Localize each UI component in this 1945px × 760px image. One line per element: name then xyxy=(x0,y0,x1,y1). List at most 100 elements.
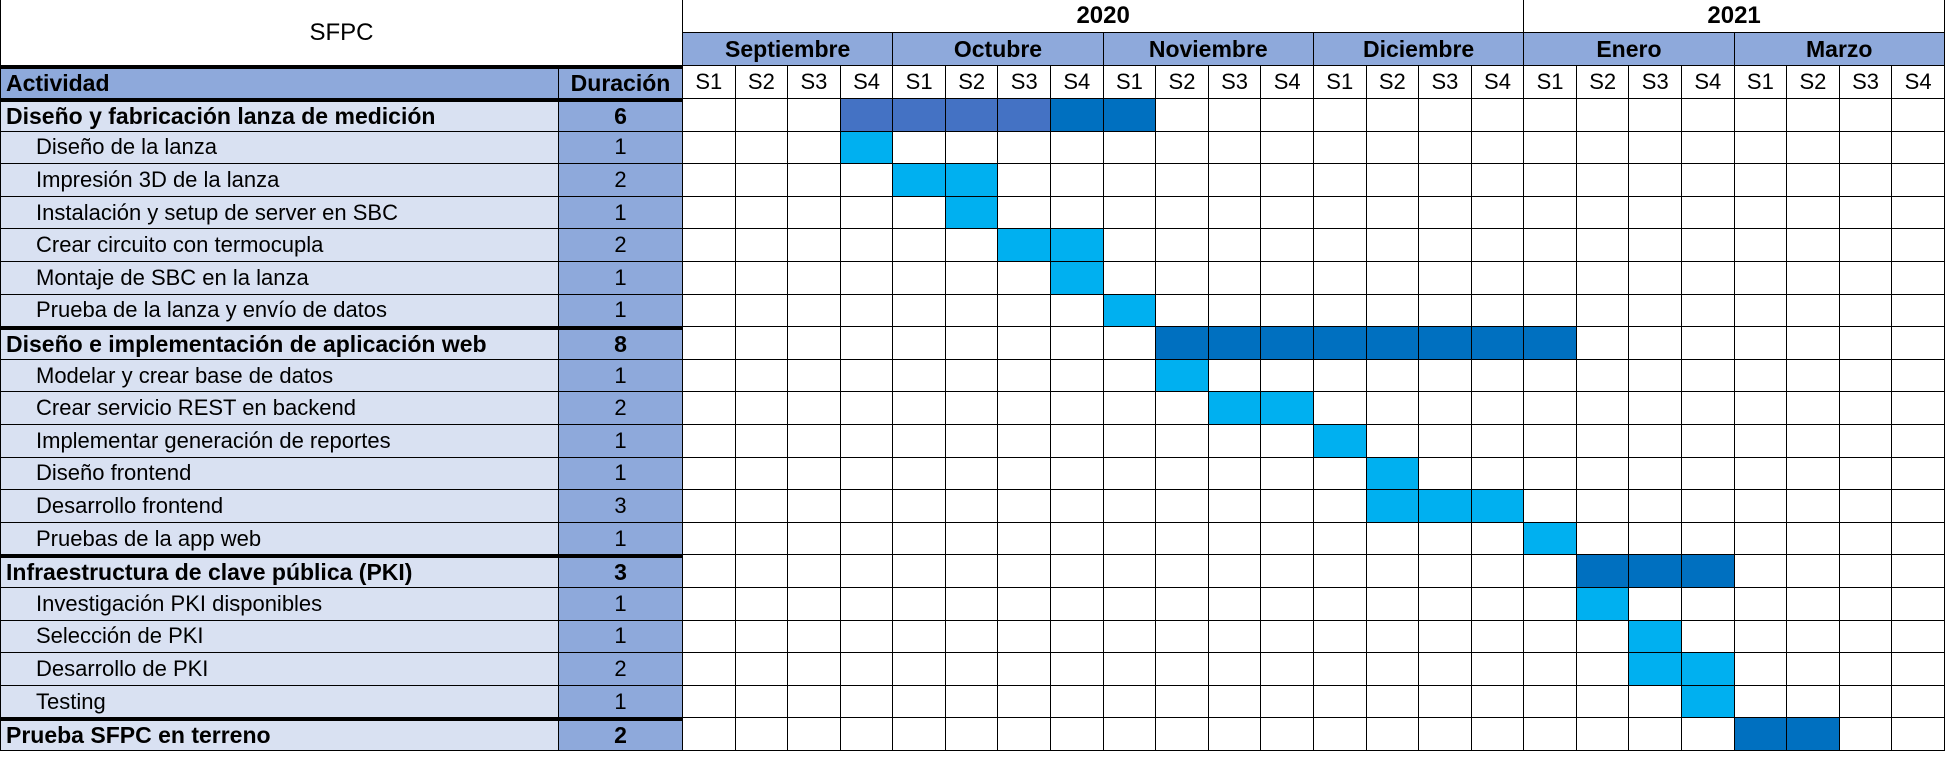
task-duration-text: 3 xyxy=(614,559,627,586)
grid-cell xyxy=(1419,685,1472,719)
grid-cell xyxy=(1524,425,1577,458)
task-bar-segment xyxy=(1051,229,1104,262)
week-label-text: S2 xyxy=(958,69,986,94)
task-name: Testing xyxy=(0,685,559,719)
grid-cell xyxy=(1576,685,1630,719)
grid-cell xyxy=(1366,99,1420,132)
grid-cell xyxy=(1103,522,1157,556)
grid-cell xyxy=(893,131,946,165)
grid-cell xyxy=(1313,522,1367,556)
grid-cell xyxy=(1051,425,1104,458)
grid-cell xyxy=(1892,359,1945,393)
grid-cell xyxy=(1839,131,1893,165)
year-header: 2020 xyxy=(683,0,1525,33)
task-bar-segment xyxy=(1682,685,1735,719)
grid-cell xyxy=(1313,555,1367,588)
grid-cell xyxy=(1734,359,1788,393)
task-name: Instalación y setup de server en SBC xyxy=(0,196,559,230)
grid-cell xyxy=(1576,294,1630,328)
task-name-text: Implementar generación de reportes xyxy=(36,427,391,453)
task-name: Desarrollo de PKI xyxy=(0,653,559,686)
grid-cell xyxy=(1629,490,1683,523)
grid-cell xyxy=(1576,457,1630,491)
grid-cell xyxy=(1051,555,1104,588)
week-label: S1 xyxy=(893,66,946,99)
task-bar-segment xyxy=(1051,262,1104,295)
grid-cell xyxy=(998,490,1052,523)
grid-cell xyxy=(1471,588,1525,621)
week-label: S2 xyxy=(1366,66,1420,99)
grid-cell xyxy=(1156,131,1209,165)
grid-cell xyxy=(1419,620,1472,654)
grid-cell xyxy=(683,555,736,588)
grid-cell xyxy=(1629,425,1683,458)
grid-cell xyxy=(1576,392,1630,425)
grid-cell xyxy=(840,164,894,197)
grid-cell xyxy=(1839,555,1893,588)
grid-cell xyxy=(788,522,841,556)
grid-cell xyxy=(1051,620,1104,654)
grid-cell xyxy=(1576,99,1630,132)
week-label: S1 xyxy=(1103,66,1157,99)
week-label: S4 xyxy=(1682,66,1735,99)
grid-cell xyxy=(1839,229,1893,262)
grid-cell xyxy=(788,425,841,458)
grid-cell xyxy=(1524,392,1577,425)
grid-cell xyxy=(840,196,894,230)
grid-cell xyxy=(1103,425,1157,458)
task-duration: 2 xyxy=(559,653,683,686)
task-duration-text: 1 xyxy=(614,362,627,388)
grid-cell xyxy=(1051,718,1104,751)
task-name-text: Testing xyxy=(36,688,106,714)
task-duration: 6 xyxy=(559,99,683,132)
year-header-text: 2020 xyxy=(1076,2,1130,29)
task-duration: 1 xyxy=(559,425,683,458)
grid-cell xyxy=(893,392,946,425)
task-duration: 1 xyxy=(559,359,683,393)
grid-cell xyxy=(945,425,999,458)
grid-cell xyxy=(1156,262,1209,295)
task-duration: 1 xyxy=(559,131,683,165)
grid-cell xyxy=(840,229,894,262)
grid-cell xyxy=(1892,653,1945,686)
grid-cell xyxy=(1366,229,1420,262)
grid-cell xyxy=(1103,262,1157,295)
grid-cell xyxy=(998,522,1052,556)
task-name: Selección de PKI xyxy=(0,620,559,654)
grid-cell xyxy=(1734,294,1788,328)
grid-cell xyxy=(1629,229,1683,262)
week-label: S4 xyxy=(1261,66,1314,99)
task-duration-text: 8 xyxy=(614,330,627,357)
grid-cell xyxy=(893,653,946,686)
grid-cell xyxy=(1576,164,1630,197)
grid-cell xyxy=(1051,327,1104,360)
grid-cell xyxy=(1313,620,1367,654)
grid-cell xyxy=(1734,620,1788,654)
task-name: Implementar generación de reportes xyxy=(0,425,559,458)
task-name-text: Pruebas de la app web xyxy=(36,525,262,551)
grid-cell xyxy=(1576,718,1630,751)
grid-cell xyxy=(1103,653,1157,686)
grid-cell xyxy=(1734,131,1788,165)
phase-bar-segment xyxy=(1261,327,1314,360)
grid-cell xyxy=(1787,620,1840,654)
grid-cell xyxy=(1261,196,1314,230)
phase-name-text: Diseño y fabricación lanza de medición xyxy=(6,102,436,129)
grid-cell xyxy=(1051,457,1104,491)
task-duration-text: 1 xyxy=(614,590,627,616)
grid-cell xyxy=(683,359,736,393)
grid-cell xyxy=(945,327,999,360)
grid-cell xyxy=(1734,457,1788,491)
grid-cell xyxy=(1419,359,1472,393)
grid-cell xyxy=(1629,327,1683,360)
grid-cell xyxy=(788,164,841,197)
grid-cell xyxy=(1629,392,1683,425)
grid-cell xyxy=(1208,490,1262,523)
grid-cell xyxy=(1839,164,1893,197)
grid-cell xyxy=(1366,425,1420,458)
grid-cell xyxy=(1839,425,1893,458)
phase-bar-segment xyxy=(1471,327,1525,360)
grid-cell xyxy=(998,294,1052,328)
task-bar-segment xyxy=(1366,490,1420,523)
grid-cell xyxy=(1419,653,1472,686)
